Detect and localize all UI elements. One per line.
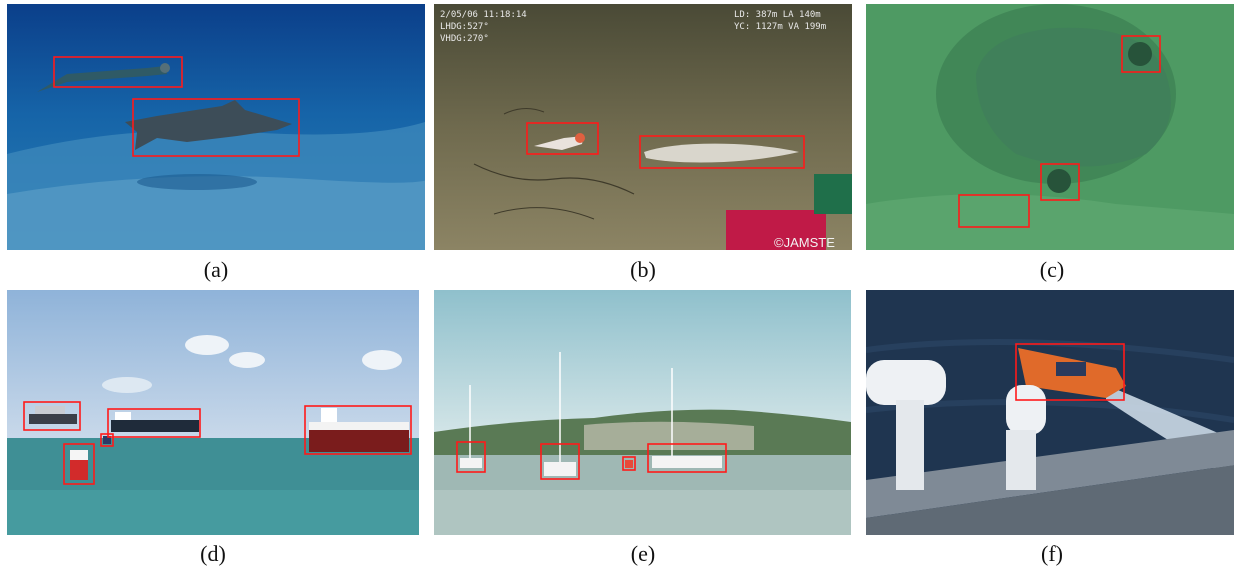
bbox-ship-2 (107, 408, 201, 438)
panel-b-image: 2/05/06 11:18:14 LHDG:527° VHDG:270° LD:… (434, 4, 852, 250)
osd-vhdg: VHDG:270° (440, 34, 489, 44)
panel-c-image (866, 4, 1234, 250)
caption-f: (f) (1041, 541, 1063, 566)
bbox-sailboat-3 (647, 443, 727, 473)
bbox-ship-1 (23, 401, 81, 431)
panel-a-image (7, 4, 425, 250)
caption-c: (c) (1039, 257, 1065, 282)
bbox-diver (53, 56, 183, 88)
bbox-buoy (63, 443, 95, 485)
bbox-object-3 (958, 194, 1030, 228)
bbox-buoy-e (622, 456, 636, 471)
bbox-sailboat-1 (456, 441, 486, 473)
bbox-speedboat (1015, 343, 1125, 401)
bbox-ship-3 (304, 405, 412, 455)
caption-a: (a) (203, 257, 229, 282)
bbox-shark (132, 98, 300, 157)
bbox-object-2 (1040, 163, 1080, 201)
caption-e: (e) (630, 541, 656, 566)
caption-d: (d) (200, 541, 226, 566)
panel-f-image (866, 290, 1234, 535)
caption-b: (b) (630, 257, 656, 282)
bbox-eel (639, 135, 805, 169)
watermark-jamstec: ©JAMSTE (774, 235, 835, 250)
osd-datetime: 2/05/06 11:18:14 (440, 10, 527, 20)
osd-yc: YC: 1127m VA 199m (734, 22, 826, 32)
osd-ld: LD: 387m LA 140m (734, 10, 821, 20)
panel-d-image (7, 290, 419, 535)
bbox-small-boat (100, 433, 114, 447)
bbox-shrimp (526, 122, 599, 155)
bbox-sailboat-2 (540, 443, 580, 480)
bbox-object-1 (1121, 35, 1161, 73)
osd-lhdg: LHDG:527° (440, 22, 489, 32)
panel-e-image (434, 290, 851, 535)
